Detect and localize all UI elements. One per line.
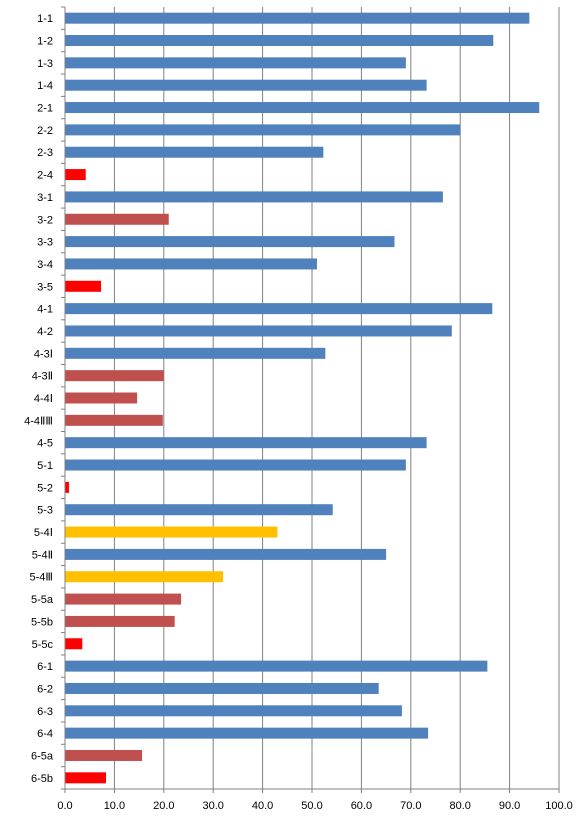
x-tick-label: 100.0 <box>545 800 573 812</box>
vertical-gridlines <box>61 6 560 793</box>
category-label: 6-4 <box>37 728 53 740</box>
bar <box>65 504 333 516</box>
bar <box>65 414 163 426</box>
bar <box>65 705 402 717</box>
bar <box>65 146 324 158</box>
category-label: 3-1 <box>37 192 53 204</box>
category-label: 3-3 <box>37 237 53 249</box>
bar <box>65 79 427 91</box>
bar <box>65 459 406 471</box>
category-label: 1-1 <box>37 13 53 25</box>
category-label: 4-4ⅡⅢ <box>24 415 53 427</box>
bar <box>65 303 493 315</box>
category-label: 2-1 <box>37 103 53 115</box>
category-label: 1-3 <box>37 58 53 70</box>
bar <box>65 772 107 784</box>
category-label: 3-4 <box>37 259 53 271</box>
bar <box>65 169 86 181</box>
bar <box>65 213 169 225</box>
bar <box>65 571 224 583</box>
bar <box>65 347 326 359</box>
category-label: 5-1 <box>37 460 53 472</box>
x-tick-label: 90.0 <box>499 800 520 812</box>
category-label: 2-2 <box>37 125 53 137</box>
bar <box>65 57 406 69</box>
bar <box>65 124 461 136</box>
bar <box>65 12 530 24</box>
bar <box>65 280 102 292</box>
category-label: 3-5 <box>37 281 53 293</box>
bar <box>65 191 443 203</box>
bar <box>65 236 395 248</box>
category-label: 5-5b <box>31 616 53 628</box>
x-tick-label: 80.0 <box>449 800 470 812</box>
category-label: 5-4Ⅱ <box>32 549 53 561</box>
category-label: 1-2 <box>37 36 53 48</box>
category-label: 3-2 <box>37 214 53 226</box>
category-label: 4-4Ⅰ <box>34 393 53 405</box>
category-label: 6-5a <box>31 750 54 762</box>
bar <box>65 102 540 114</box>
category-label: 1-4 <box>37 80 53 92</box>
category-label: 5-3 <box>37 505 53 517</box>
x-tick-label: 40.0 <box>252 800 273 812</box>
bar <box>65 481 69 493</box>
category-label: 4-3Ⅱ <box>32 371 53 383</box>
x-tick-label: 50.0 <box>301 800 322 812</box>
bar <box>65 325 452 337</box>
category-label: 2-3 <box>37 147 53 159</box>
category-label: 4-1 <box>37 304 53 316</box>
x-axis-tick-labels: 0.0 10.0 20.0 30.0 40.0 50.0 60.0 70.0 80.0 90.0 1… <box>57 800 572 812</box>
category-label: 6-2 <box>37 683 53 695</box>
bar <box>65 548 387 560</box>
category-label: 5-5a <box>31 594 54 606</box>
category-label: 6-1 <box>37 661 53 673</box>
bar <box>65 593 182 605</box>
x-tick-label: 30.0 <box>202 800 223 812</box>
bar <box>65 615 175 627</box>
category-label: 4-5 <box>37 438 53 450</box>
category-label: 5-5c <box>32 639 54 651</box>
category-label: 6-3 <box>37 706 53 718</box>
bar <box>65 682 379 694</box>
category-label: 4-3Ⅰ <box>34 348 53 360</box>
x-tick-label: 60.0 <box>351 800 372 812</box>
bar <box>65 660 488 672</box>
category-labels: 1-1 1-2 1-3 1-4 2-1 2-2 2-3 2-4 3-1 3-2 3-3 3-4 3-5 4… <box>24 13 54 785</box>
x-tick-label: 70.0 <box>400 800 421 812</box>
x-tick-label: 10.0 <box>104 800 125 812</box>
bar-group <box>65 12 540 784</box>
bar <box>65 638 83 650</box>
bar <box>65 437 427 449</box>
bar <box>65 526 278 538</box>
bar <box>65 370 164 382</box>
bar <box>65 749 143 761</box>
bar <box>65 727 429 739</box>
category-label: 2-4 <box>37 170 53 182</box>
category-label: 6-5b <box>31 773 53 785</box>
bar <box>65 258 317 270</box>
category-label: 5-4Ⅰ <box>34 527 53 539</box>
category-label: 5-4Ⅲ <box>30 572 53 584</box>
category-label: 5-2 <box>37 482 53 494</box>
x-tick-label: 0.0 <box>57 800 72 812</box>
bar <box>65 392 138 404</box>
bar <box>65 35 494 47</box>
x-tick-label: 20.0 <box>153 800 174 812</box>
category-label: 4-2 <box>37 326 53 338</box>
